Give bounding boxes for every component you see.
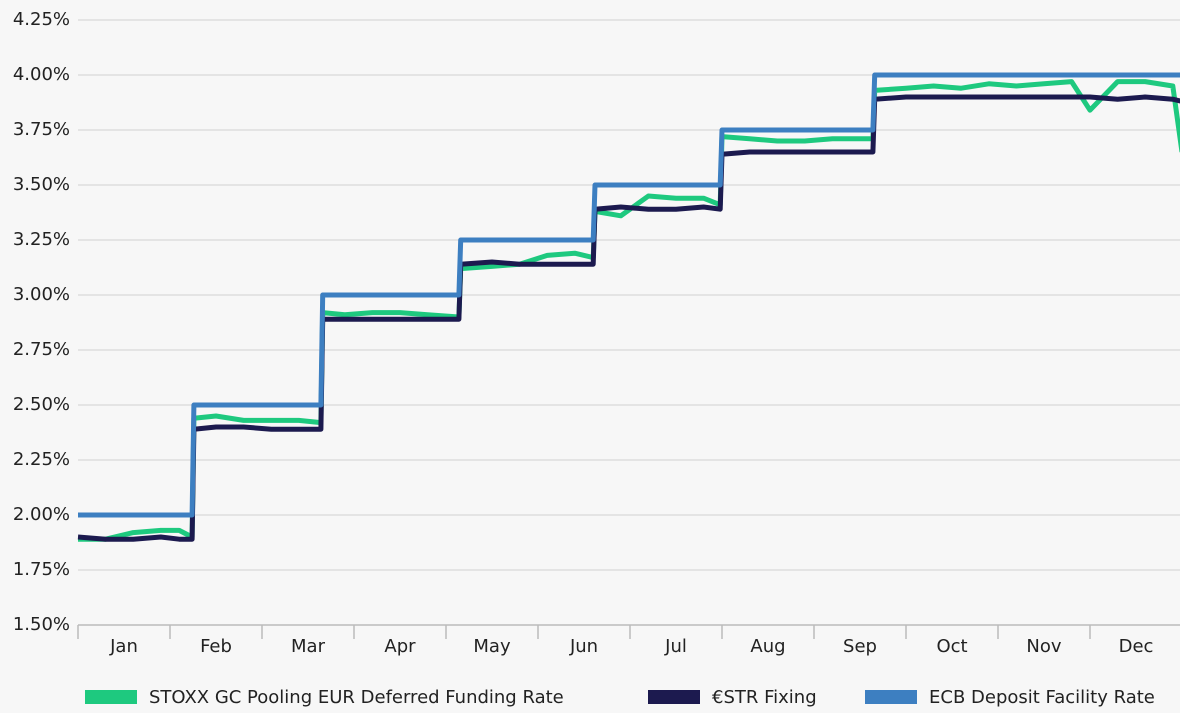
x-tick-label: Nov	[1026, 636, 1061, 657]
x-tick-label: Apr	[384, 636, 416, 657]
x-tick-label: Dec	[1119, 636, 1154, 657]
y-tick-label: 2.75%	[13, 339, 70, 360]
y-tick-label: 3.75%	[13, 119, 70, 140]
y-tick-label: 3.00%	[13, 284, 70, 305]
legend-label: STOXX GC Pooling EUR Deferred Funding Ra…	[149, 687, 564, 708]
x-tick-label: Jul	[664, 636, 687, 657]
y-tick-label: 2.50%	[13, 394, 70, 415]
y-tick-label: 4.25%	[13, 9, 70, 30]
x-tick-label: Mar	[291, 636, 326, 657]
legend-label: €STR Fixing	[712, 687, 817, 708]
y-tick-label: 3.25%	[13, 229, 70, 250]
legend-label: ECB Deposit Facility Rate	[929, 687, 1155, 708]
series-line	[77, 94, 1180, 542]
x-tick-label: Sep	[843, 636, 877, 657]
y-tick-label: 2.25%	[13, 449, 70, 470]
legend-swatch	[85, 690, 137, 704]
y-tick-label: 2.00%	[13, 504, 70, 525]
x-tick-label: Aug	[750, 636, 785, 657]
x-tick-label: Feb	[200, 636, 232, 657]
y-tick-label: 3.50%	[13, 174, 70, 195]
x-tick-label: Oct	[936, 636, 967, 657]
legend-swatch	[648, 690, 700, 704]
series-line	[78, 72, 1180, 518]
legend-swatch	[865, 690, 917, 704]
x-tick-label: May	[473, 636, 511, 657]
y-tick-label: 4.00%	[13, 64, 70, 85]
y-tick-label: 1.75%	[13, 559, 70, 580]
y-tick-label: 1.50%	[13, 614, 70, 635]
x-tick-label: Jan	[109, 636, 138, 657]
x-tick-label: Jun	[569, 636, 598, 657]
series-line	[78, 79, 1180, 542]
